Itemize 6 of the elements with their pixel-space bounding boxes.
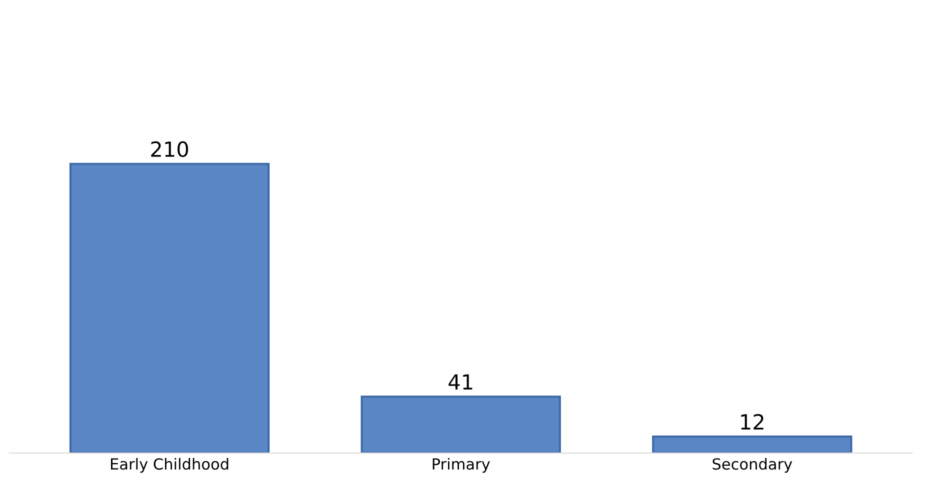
- x-tick-label: Secondary: [712, 458, 792, 473]
- data-label: 12: [741, 414, 764, 430]
- data-label: 41: [448, 374, 472, 390]
- data-label: 210: [151, 141, 188, 158]
- x-tick-label: Early Childhood: [111, 458, 228, 473]
- x-tick-label: Primary: [432, 458, 490, 473]
